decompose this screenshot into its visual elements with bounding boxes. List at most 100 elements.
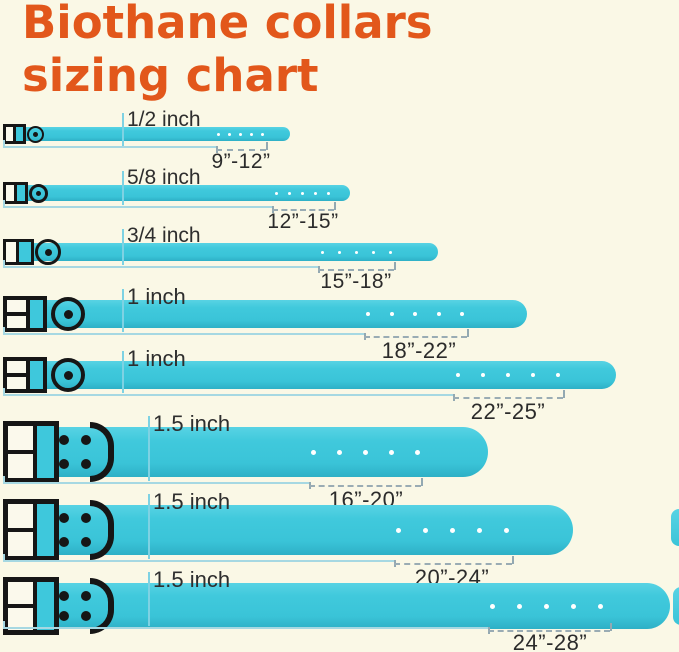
buckle-left-column: [8, 582, 33, 630]
adjustment-hole: [260, 132, 264, 136]
adjustment-hole: [531, 373, 535, 377]
buckle-slot-strap: [36, 504, 54, 556]
title-line-1: Biothane collars: [22, 0, 433, 49]
adjustment-hole: [413, 312, 417, 316]
bracket-left-tick: [3, 140, 5, 148]
size-bracket-dashed: [488, 630, 610, 632]
buckle-left-column: [7, 361, 26, 389]
buckle-slot-white: [7, 361, 26, 373]
adjustment-hole: [336, 449, 342, 455]
buckle-frame: [3, 296, 47, 332]
size-bracket-dashed: [309, 485, 421, 487]
buckle-slot-strap: [29, 361, 43, 389]
size-bracket-solid: [4, 333, 364, 335]
bracket-right-tick: [563, 390, 565, 398]
width-tick-line: [148, 494, 150, 559]
rivet-dot: [59, 459, 69, 469]
bracket-right-tick: [610, 623, 612, 631]
bracket-right-tick: [394, 262, 396, 270]
width-tick-line: [148, 416, 150, 481]
adjustment-hole: [481, 373, 485, 377]
adjustment-hole: [597, 603, 603, 609]
adjustment-hole: [436, 312, 441, 316]
rivet-dot: [59, 513, 69, 523]
bracket-left-tick: [3, 476, 5, 484]
buckle-slot-strap: [29, 300, 43, 328]
rivet-dot: [81, 537, 91, 547]
size-range-label: 24”-28”: [512, 630, 588, 652]
bracket-right-tick: [334, 202, 336, 210]
size-bracket-dashed: [318, 269, 394, 271]
collar-strap: [3, 583, 670, 629]
adjustment-hole: [503, 527, 509, 533]
chart-title: Biothane collars sizing chart: [22, 0, 433, 102]
collar-strap: [3, 185, 350, 201]
rivet-dot: [81, 459, 91, 469]
bracket-right-tick: [512, 556, 514, 564]
adjustment-hole: [543, 603, 549, 609]
adjustment-hole: [337, 250, 341, 254]
bracket-left-tick: [3, 554, 5, 562]
adjustment-hole: [388, 449, 394, 455]
buckle-slot-white: [8, 504, 33, 528]
width-label: 1.5 inch: [153, 411, 231, 436]
bracket-left-tick: [3, 388, 5, 396]
adjustment-hole: [227, 132, 231, 136]
adjustment-hole: [238, 132, 242, 136]
adjustment-hole: [362, 449, 368, 455]
buckle-frame: [3, 577, 59, 635]
ring-pin-dot: [63, 370, 73, 380]
collar-strap: [3, 243, 438, 261]
buckle-slot-white: [8, 426, 33, 450]
buckle-ring-icon: [29, 183, 48, 203]
adjustment-hole: [389, 312, 394, 316]
bracket-right-tick: [266, 142, 268, 150]
adjustment-hole: [506, 373, 510, 377]
buckle-slot-white: [8, 454, 33, 478]
collar-end-fragment: [673, 587, 679, 625]
adjustment-hole: [556, 373, 560, 377]
buckle-slot-strap: [15, 127, 23, 141]
adjustment-hole: [422, 527, 428, 533]
buckle-slot-white: [6, 242, 17, 262]
adjustment-hole: [300, 191, 304, 195]
buckle-left-column: [8, 426, 33, 478]
width-label: 1.5 inch: [153, 567, 231, 592]
adjustment-hole: [249, 132, 253, 136]
width-tick-line: [122, 113, 124, 146]
adjustment-hole: [216, 132, 220, 136]
width-label: 1.5 inch: [153, 489, 231, 514]
rivet-dot: [81, 591, 91, 601]
buckle-slot-white: [8, 532, 33, 556]
buckle-slot-strap: [16, 185, 25, 201]
buckle-slot-white: [6, 185, 14, 201]
adjustment-hole: [449, 527, 455, 533]
size-bracket-solid: [4, 394, 453, 396]
width-tick-line: [122, 289, 124, 332]
bracket-left-tick: [3, 621, 5, 629]
rivet-dot: [81, 435, 91, 445]
adjustment-hole: [274, 191, 278, 195]
size-range-label: 18”-22”: [381, 338, 457, 363]
adjustment-hole: [287, 191, 291, 195]
buckle-slot-strap: [36, 582, 54, 630]
adjustment-hole: [414, 449, 420, 455]
adjustment-hole: [366, 312, 370, 316]
size-range-label: 22”-25”: [470, 399, 546, 424]
adjustment-hole: [476, 527, 482, 533]
size-bracket-solid: [4, 146, 216, 148]
adjustment-hole: [388, 250, 392, 254]
buckle-slot-white: [7, 300, 26, 312]
adjustment-hole: [313, 191, 317, 195]
width-label: 1 inch: [127, 346, 186, 371]
collar-end-fragment: [671, 509, 679, 546]
adjustment-hole: [310, 449, 316, 455]
width-label: 1/2 inch: [127, 108, 201, 131]
ring-pin-dot: [44, 248, 52, 256]
buckle-slot-white: [7, 316, 26, 328]
adjustment-hole: [395, 527, 401, 533]
rivet-dot: [59, 611, 69, 621]
adjustment-hole: [456, 373, 460, 377]
width-tick-line: [122, 171, 124, 205]
